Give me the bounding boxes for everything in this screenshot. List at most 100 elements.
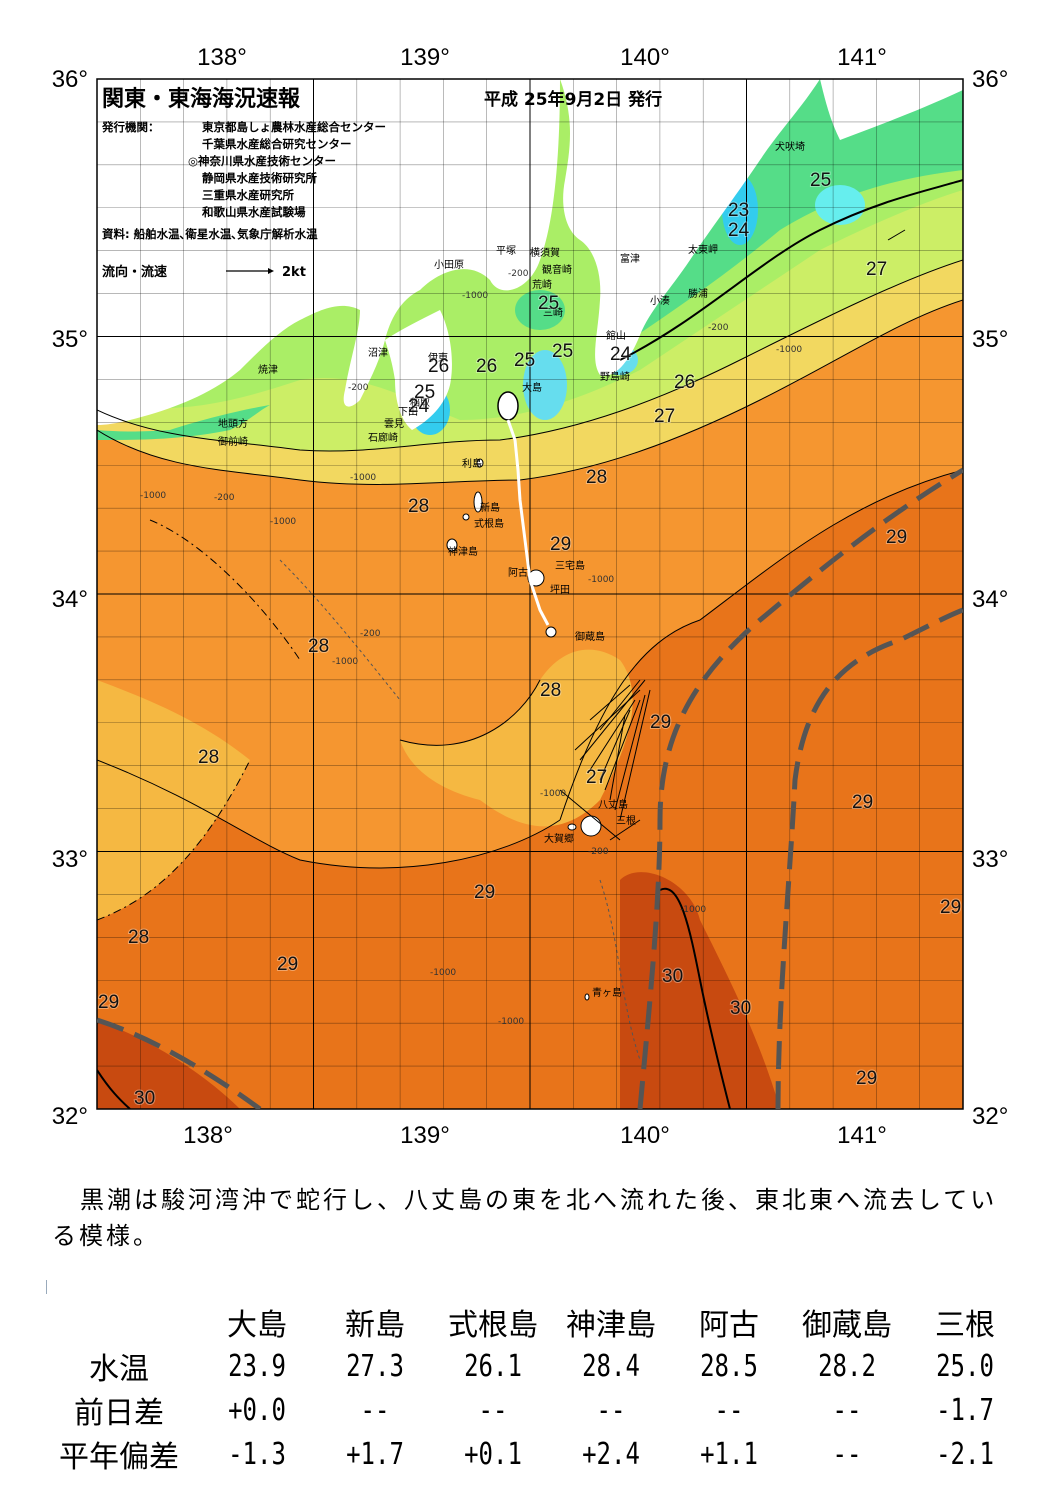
current-vectors — [559, 229, 906, 841]
table-cell: -- — [478, 1392, 508, 1428]
isotherm-label: 27 — [586, 767, 607, 788]
station-header: 神津島 — [566, 1308, 656, 1343]
issuer-5: 三重県水産研究所 — [202, 188, 294, 202]
isotherm-label: 29 — [98, 992, 119, 1013]
issuer-4: 静岡県水産技術研究所 — [202, 171, 317, 185]
depth-contour-labels: -200 -1000 -200 -1000 -200 -1000 -200 -1… — [140, 269, 802, 1027]
depth-label: -200 — [348, 383, 369, 393]
isotherm-label: 24 — [408, 396, 430, 417]
place-nojimazaki: 野島崎 — [600, 370, 630, 383]
issuer-1: 東京都島しょ農林水産総合センター — [202, 120, 386, 134]
depth-label: -1000 — [430, 968, 456, 978]
lat-label-36-right: 36° — [972, 66, 1008, 93]
place-yokosuka: 横須賀 — [530, 246, 560, 259]
depth-label: -200 — [360, 629, 381, 639]
depth-label: -1000 — [776, 345, 802, 355]
isotherm-label: 29 — [550, 534, 571, 555]
lon-label-140-top: 140° — [620, 44, 670, 71]
data-source: 資料: 船舶水温､衛星水温､気象庁解析水温 — [102, 227, 318, 241]
map-title: 関東・東海海況速報 — [102, 86, 301, 112]
lat-label-35-right: 35° — [972, 326, 1008, 353]
place-jitogata: 地頭方 — [218, 417, 248, 430]
table-cell: -- — [596, 1392, 626, 1428]
isotherm-label: 25 — [414, 382, 435, 403]
place-shimoda: 下田 — [398, 407, 418, 418]
kuroshio-summary: 黒潮は駿河湾沖で蛇行し、八丈島の東を北へ流れた後、東北東へ流去している模様。 — [52, 1186, 998, 1250]
depth-label: -1000 — [270, 517, 296, 527]
depth-label: -200 — [214, 493, 235, 503]
isotherm-label: 29 — [474, 882, 495, 903]
place-names: 犬吠埼 太東岬 勝浦 小湊 富津 館山 野島崎 横須賀 観音崎 荒崎 三崎 平塚… — [218, 140, 805, 999]
isotherm-label: 25 — [552, 341, 573, 362]
table-cell: 26.1 — [464, 1348, 522, 1384]
isotherm-label: 28 — [128, 927, 149, 948]
row-label: 水温 — [89, 1352, 149, 1387]
table-corner — [40, 1300, 198, 1344]
table-cell: -- — [832, 1392, 862, 1428]
table-cell: 25.0 — [936, 1348, 994, 1384]
place-miyakejima: 三宅島 — [555, 559, 585, 572]
table-cell: -1.3 — [228, 1436, 286, 1472]
depth-label: -200 — [508, 269, 529, 279]
lon-label-138-bottom: 138° — [183, 1122, 233, 1149]
place-okago: 大賀郷 — [544, 832, 574, 845]
isotherm-label: 30 — [662, 966, 683, 987]
isotherm-label: 28 — [308, 636, 329, 657]
isotherm-label: 28 — [198, 747, 219, 768]
isotherm-label: 29 — [886, 527, 907, 548]
issuer-3: ◎神奈川県水産技術センター — [188, 154, 336, 168]
place-tateyama: 館山 — [606, 329, 626, 342]
flow-legend-label: 流向・流速 — [102, 264, 167, 280]
issuer-label: 発行機関： — [101, 120, 160, 134]
lon-label-140-bottom: 140° — [620, 1122, 670, 1149]
isotherm-labels: 25 23 24 27 25 25 26 25 24 25 24 26 27 2… — [97, 169, 962, 1110]
place-tsubota: 坪田 — [550, 583, 570, 596]
place-katsuura: 勝浦 — [688, 287, 708, 300]
issuer-2: 千葉県水産総合研究センター — [202, 137, 352, 151]
row-label: 平年偏差 — [59, 1440, 179, 1475]
depth-label: -1000 — [680, 905, 706, 915]
depth-label: -1000 — [350, 473, 376, 483]
sea-temperature-map: 138° 139° 140° 141° 138° 139° 140° 141° … — [52, 44, 1009, 1149]
depth-label: -1000 — [540, 789, 566, 799]
place-kannonzaki: 観音崎 — [542, 263, 572, 276]
place-kominato: 小湊 — [650, 294, 670, 307]
lat-label-33-left: 33° — [52, 846, 88, 873]
table-cell: 27.3 — [346, 1348, 404, 1384]
lat-label-32-right: 32° — [972, 1103, 1008, 1130]
lon-label-141-bottom: 141° — [837, 1122, 887, 1149]
table-cell: -1.7 — [936, 1392, 994, 1428]
depth-label: -1000 — [140, 491, 166, 501]
table-header-row: 大島 新島 式根島 神津島 阿古 御蔵島 三根 — [40, 1300, 1024, 1344]
place-irozaki: 石廊崎 — [368, 431, 398, 444]
table-cell: +1.7 — [346, 1436, 404, 1472]
flow-legend-speed: 2kt — [282, 265, 306, 280]
isotherm-label: 27 — [654, 406, 675, 427]
isotherm-label: 23 — [728, 200, 749, 221]
place-niijima: 新島 — [480, 501, 500, 514]
isotherm-label: 29 — [852, 792, 873, 813]
latitude-labels-left: 36° 35° 34° 33° 32° — [52, 66, 88, 1130]
place-oshima: 大島 — [522, 381, 542, 394]
lat-label-35-left: 35° — [52, 326, 88, 353]
isotherm-label: 25 — [810, 170, 831, 191]
depth-label: -200 — [588, 847, 609, 857]
place-kozushima: 神津島 — [448, 545, 478, 558]
place-mikurajima: 御蔵島 — [575, 630, 605, 643]
isotherm-label: 29 — [277, 954, 298, 975]
table-cell: -- — [360, 1392, 390, 1428]
isotherm-label: 26 — [476, 356, 497, 377]
lat-label-34-left: 34° — [52, 586, 88, 613]
place-hachijojima: 八丈島 — [598, 798, 628, 811]
lat-label-33-right: 33° — [972, 846, 1008, 873]
lon-label-139-top: 139° — [400, 44, 450, 71]
table-cell: 28.4 — [582, 1348, 640, 1384]
longitude-labels-bottom: 138° 139° 140° 141° — [183, 1122, 887, 1149]
table-cell: 28.5 — [700, 1348, 758, 1384]
water-temperature-table: 大島 新島 式根島 神津島 阿古 御蔵島 三根 水温 23.9 27.3 26.… — [40, 1300, 1024, 1476]
place-inatori: 稲取 — [410, 397, 430, 409]
place-kumomi: 雲見 — [384, 418, 404, 430]
isotherm-label: 29 — [856, 1068, 877, 1089]
depth-label: -1000 — [498, 1017, 524, 1027]
lon-label-139-bottom: 139° — [400, 1122, 450, 1149]
